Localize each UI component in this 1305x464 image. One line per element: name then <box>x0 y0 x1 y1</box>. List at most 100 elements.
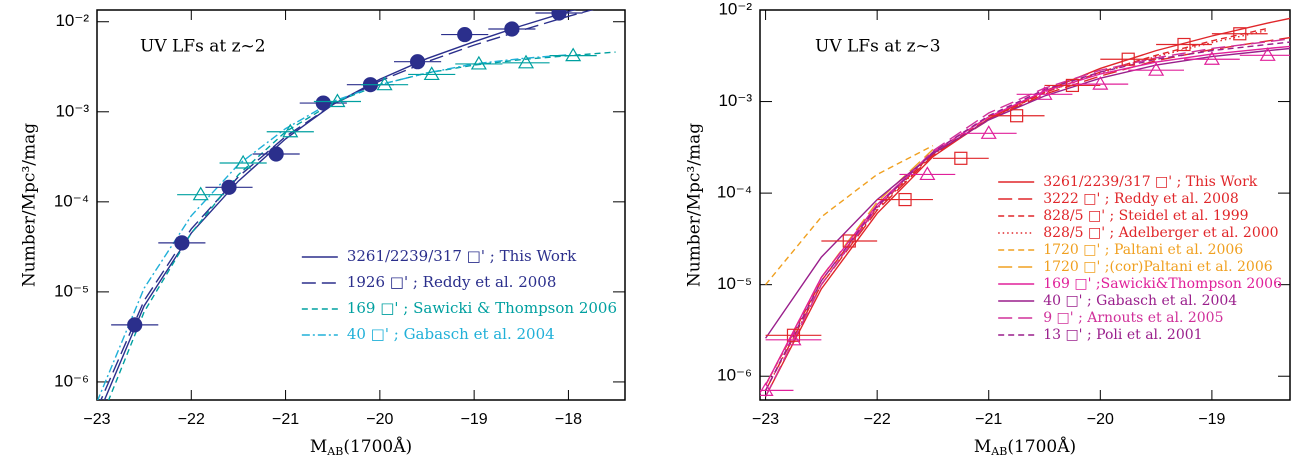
data-point <box>470 55 487 70</box>
y-tick-label: 10⁻² <box>55 11 89 30</box>
x-tick-label: −21 <box>975 411 1002 428</box>
y-tick-label: 10⁻³ <box>55 101 89 120</box>
data-point <box>517 54 535 69</box>
legend-label: 828/5 □' ; Steidel et al. 1999 <box>1043 208 1248 224</box>
y-axis-label: Number/Mpc³/mag <box>20 123 40 287</box>
panel: −23 −22 −21 −20 −19 10⁻⁶ 10⁻⁵ 10⁻⁴ 10⁻³ 10⁻² UV LF… <box>685 0 1291 459</box>
lf-curve <box>764 45 1290 386</box>
data-point <box>1010 109 1024 123</box>
data-point <box>842 234 856 248</box>
y-tick-label: 10⁻⁴ <box>54 191 89 210</box>
data-point <box>282 123 299 138</box>
legend-label: 3222 □' ; Reddy et al. 2008 <box>1043 191 1239 207</box>
x-tick-label: −19 <box>461 411 488 428</box>
y-axis-label: Number/Mpc³/mag <box>685 123 705 287</box>
data-point <box>221 179 237 195</box>
y-tick-label: 10⁻³ <box>718 91 752 110</box>
data-point <box>898 192 912 207</box>
data-point <box>980 125 997 139</box>
y-tick-label: 10⁻² <box>718 0 752 18</box>
y-tick-label: 10⁻⁶ <box>717 366 752 385</box>
data-point <box>1203 51 1220 65</box>
data-point <box>1233 27 1247 41</box>
legend-label: 1720 □' ; Paltani et al. 2006 <box>1043 242 1243 258</box>
data-point <box>457 26 473 43</box>
data-point <box>1121 52 1135 66</box>
lf-curve <box>764 148 934 386</box>
data-point <box>315 95 331 111</box>
x-tick-label: −18 <box>555 411 582 428</box>
lf-curve <box>764 36 1290 391</box>
y-tick-label: 10⁻⁴ <box>717 183 752 202</box>
lf-curve <box>765 145 934 286</box>
data-point <box>919 166 936 181</box>
x-tick-label: −22 <box>178 411 205 428</box>
data-point <box>504 21 520 37</box>
data-point <box>1259 47 1276 61</box>
x-axis-label: MAB(1700Å) <box>310 436 412 459</box>
x-tick-label: −20 <box>366 411 393 428</box>
legend-label: 9 □' ; Arnouts et al. 2005 <box>1043 310 1223 326</box>
data-point <box>192 186 209 201</box>
panel: −23 −22 −21 −20 −19 −18 10⁻⁶ 10⁻⁵ 10⁻⁴ 10⁻³ 10⁻² UV… <box>20 9 626 459</box>
data-point <box>785 331 802 346</box>
x-axis-label-part: (1700Å) <box>1007 436 1076 457</box>
legend-label: 3261/2239/317 □' ; This Work <box>1043 174 1258 190</box>
lf-curve <box>100 10 594 400</box>
data-point <box>760 382 774 397</box>
data-point <box>1065 78 1080 93</box>
legend-label: 1720 □' ;(cor)Paltani et al. 2006 <box>1043 259 1273 275</box>
x-axis-label-part: AB <box>326 445 343 458</box>
data-point <box>1148 62 1165 76</box>
plot-frame <box>759 9 1291 401</box>
legend-label: 169 □' ; Sawicki & Thompson 2006 <box>347 299 617 317</box>
legend-label: 40 □' ; Gabasch et al. 2004 <box>1043 293 1237 309</box>
data-point <box>1092 75 1109 90</box>
x-tick-label: −21 <box>272 411 299 428</box>
data-point <box>551 10 567 21</box>
x-tick-label: −20 <box>1087 411 1114 428</box>
plot-frame <box>96 9 626 401</box>
annotation: UV LFs at z~3 <box>815 37 941 57</box>
legend-label: 40 □' ; Gabasch et al. 2004 <box>347 325 555 343</box>
x-axis-label-part: AB <box>990 445 1007 458</box>
x-axis-label-part: M <box>310 437 327 457</box>
data-point <box>565 47 582 62</box>
x-axis-label-part: (1700Å) <box>343 436 412 457</box>
annotation: UV LFs at z~2 <box>140 37 266 57</box>
data-point <box>376 76 393 91</box>
legend-label: 13 □' ; Poli et al. 2001 <box>1043 327 1202 343</box>
data-point <box>1036 86 1053 100</box>
legend-label: 3261/2239/317 □' ; This Work <box>347 247 577 265</box>
lf-curve <box>765 47 1290 339</box>
data-point <box>1177 37 1191 52</box>
x-tick-label: −23 <box>83 411 110 428</box>
data-point <box>954 151 968 165</box>
data-point <box>409 54 426 70</box>
plot-area <box>760 17 1290 397</box>
legend: 3261/2239/317 □' ; This Work 1926 □' ; Re… <box>301 247 617 343</box>
x-tick-label: −22 <box>864 411 891 428</box>
plot-area <box>97 10 616 400</box>
y-tick-label: 10⁻⁵ <box>54 281 89 300</box>
data-point <box>127 317 143 333</box>
x-axis-label-part: M <box>974 437 991 457</box>
legend-label: 1926 □' ; Reddy et al. 2008 <box>347 273 557 291</box>
data-point <box>423 66 440 81</box>
y-tick-label: 10⁻⁵ <box>717 274 752 293</box>
legend-label: 169 □' ;Sawicki&Thompson 2006 <box>1043 276 1282 292</box>
data-point <box>174 235 190 251</box>
legend-label: 828/5 □' ; Adelberger et al. 2000 <box>1043 225 1278 241</box>
x-tick-label: −19 <box>1198 411 1225 428</box>
y-tick-label: 10⁻⁶ <box>54 371 89 390</box>
lf-curve <box>764 41 1290 391</box>
lf-curve <box>764 27 1268 386</box>
x-tick-label: −23 <box>752 411 779 428</box>
data-point <box>786 328 801 342</box>
x-axis-label: MAB(1700Å) <box>974 436 1076 459</box>
data-point <box>268 146 284 162</box>
data-point <box>329 93 346 108</box>
data-point <box>235 154 252 169</box>
